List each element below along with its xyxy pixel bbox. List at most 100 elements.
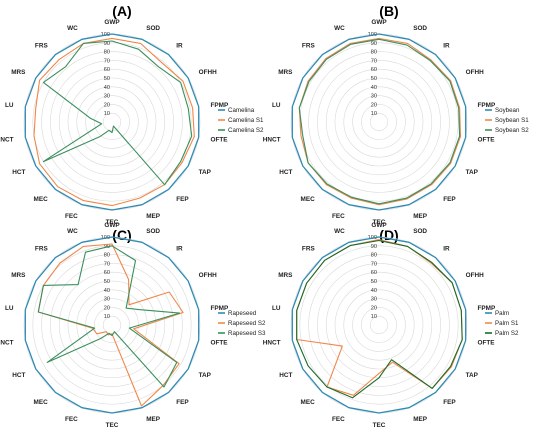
legend-label-2: Palm S2 bbox=[495, 330, 519, 337]
radial-tick-label: 70 bbox=[371, 58, 377, 64]
axis-label-hnct: HNCT bbox=[263, 137, 281, 144]
grid-circle bbox=[334, 280, 424, 370]
radar-panel-2: (C)102030405060708090100GWPSODIROFHHFPMP… bbox=[0, 222, 266, 429]
grid-circle bbox=[58, 271, 166, 379]
axis-label-hct: HCT bbox=[279, 372, 292, 379]
radar-panel-3: (D)102030405060708090100GWPSODIROFHHFPMP… bbox=[263, 222, 519, 429]
radial-tick-label: 30 bbox=[104, 297, 110, 303]
legend-label-2: Rapeseed S3 bbox=[228, 330, 266, 337]
axis-label-mec: MEC bbox=[34, 196, 49, 203]
axis-label-tap: TAP bbox=[466, 169, 479, 176]
radial-tick-label: 50 bbox=[371, 76, 377, 82]
axis-label-ofhh: OFHH bbox=[466, 69, 484, 76]
axis-label-ir: IR bbox=[443, 43, 450, 50]
radial-tick-label: 60 bbox=[104, 270, 110, 276]
axis-label-ir: IR bbox=[176, 246, 183, 253]
radial-tick-label: 80 bbox=[371, 253, 377, 259]
axis-label-mep: MEP bbox=[146, 213, 161, 220]
radar-panel-0: (A)102030405060708090100GWPSODIROFHHFPMP… bbox=[0, 3, 264, 226]
grid-circle bbox=[369, 315, 389, 335]
radial-tick-label: 50 bbox=[371, 279, 377, 285]
axis-label-fpmp: FPMP bbox=[210, 102, 228, 109]
grid-circle bbox=[325, 68, 433, 176]
grid-circle bbox=[58, 68, 166, 176]
series-line-0 bbox=[24, 33, 200, 211]
grid-circle bbox=[334, 77, 424, 167]
legend-label-2: Camelina S2 bbox=[228, 127, 264, 134]
axis-label-fec: FEC bbox=[332, 416, 345, 423]
axis-label-ofte: OFTE bbox=[210, 137, 228, 144]
axis-label-hct: HCT bbox=[279, 169, 292, 176]
axis-label-fep: FEP bbox=[443, 399, 456, 406]
series-line-0 bbox=[291, 33, 467, 211]
series-line-2 bbox=[296, 239, 463, 399]
axis-label-mep: MEP bbox=[413, 213, 428, 220]
series-line-1 bbox=[33, 37, 195, 207]
axis-label-frs: FRS bbox=[302, 43, 316, 50]
radial-tick-label: 20 bbox=[104, 305, 110, 311]
radial-tick-label: 70 bbox=[104, 58, 110, 64]
axis-label-fec: FEC bbox=[332, 213, 345, 220]
grid-circle bbox=[50, 60, 174, 184]
grid-circle bbox=[317, 263, 441, 387]
grid-circle bbox=[41, 254, 183, 396]
axis-label-lu: LU bbox=[272, 102, 281, 109]
series-line-0 bbox=[24, 236, 200, 414]
axis-label-ofhh: OFHH bbox=[466, 272, 484, 279]
radial-tick-label: 40 bbox=[371, 288, 377, 294]
grid-circle bbox=[41, 51, 183, 193]
axis-label-mrs: MRS bbox=[11, 69, 26, 76]
axis-label-frs: FRS bbox=[35, 43, 49, 50]
radial-tick-label: 70 bbox=[371, 261, 377, 267]
grid-circle bbox=[308, 51, 450, 193]
axis-label-fep: FEP bbox=[176, 196, 189, 203]
axis-label-mep: MEP bbox=[413, 416, 428, 423]
axis-label-fpmp: FPMP bbox=[477, 102, 495, 109]
axis-label-mec: MEC bbox=[301, 196, 316, 203]
axis-label-hnct: HNCT bbox=[0, 137, 14, 144]
radial-tick-label: 80 bbox=[104, 50, 110, 56]
radial-tick-label: 30 bbox=[104, 94, 110, 100]
axis-label-wc: WC bbox=[334, 228, 345, 235]
legend-label-0: Camelina bbox=[228, 107, 255, 114]
axis-label-tec: TEC bbox=[106, 219, 119, 226]
axis-label-wc: WC bbox=[67, 25, 78, 32]
grid-circle bbox=[369, 112, 389, 132]
radial-tick-label: 20 bbox=[371, 102, 377, 108]
axis-label-fpmp: FPMP bbox=[210, 305, 228, 312]
grid-circle bbox=[352, 95, 406, 149]
radial-tick-label: 10 bbox=[371, 111, 377, 117]
radial-tick-label: 90 bbox=[104, 41, 110, 47]
legend-label-1: Soybean S1 bbox=[495, 117, 529, 124]
radial-tick-label: 80 bbox=[104, 253, 110, 259]
axis-label-gwp: GWP bbox=[104, 19, 120, 26]
axis-label-mrs: MRS bbox=[278, 272, 293, 279]
radial-tick-label: 10 bbox=[104, 314, 110, 320]
axis-label-ofhh: OFHH bbox=[199, 272, 217, 279]
radial-tick-label: 60 bbox=[371, 67, 377, 73]
axis-label-frs: FRS bbox=[35, 246, 49, 253]
axis-label-ir: IR bbox=[443, 246, 450, 253]
grid-circle bbox=[67, 280, 157, 370]
grid-circle bbox=[85, 95, 139, 149]
axis-label-gwp: GWP bbox=[104, 222, 120, 229]
grid-circle bbox=[299, 245, 459, 405]
grid-circle bbox=[361, 307, 397, 343]
axis-label-tec: TEC bbox=[373, 422, 386, 429]
radial-tick-label: 30 bbox=[371, 94, 377, 100]
axis-label-gwp: GWP bbox=[371, 19, 387, 26]
axis-label-lu: LU bbox=[5, 305, 14, 312]
series-line-2 bbox=[298, 38, 461, 205]
radial-tick-label: 20 bbox=[371, 305, 377, 311]
legend-label-0: Palm bbox=[495, 310, 509, 317]
axis-label-hnct: HNCT bbox=[0, 340, 14, 347]
grid-circle bbox=[317, 60, 441, 184]
axis-label-ir: IR bbox=[176, 43, 183, 50]
radial-tick-label: 80 bbox=[371, 50, 377, 56]
legend-label-1: Rapeseed S2 bbox=[228, 320, 266, 327]
axis-label-tap: TAP bbox=[199, 169, 212, 176]
radial-tick-label: 10 bbox=[104, 111, 110, 117]
series-line-1 bbox=[37, 243, 184, 407]
axis-label-ofte: OFTE bbox=[477, 340, 495, 347]
